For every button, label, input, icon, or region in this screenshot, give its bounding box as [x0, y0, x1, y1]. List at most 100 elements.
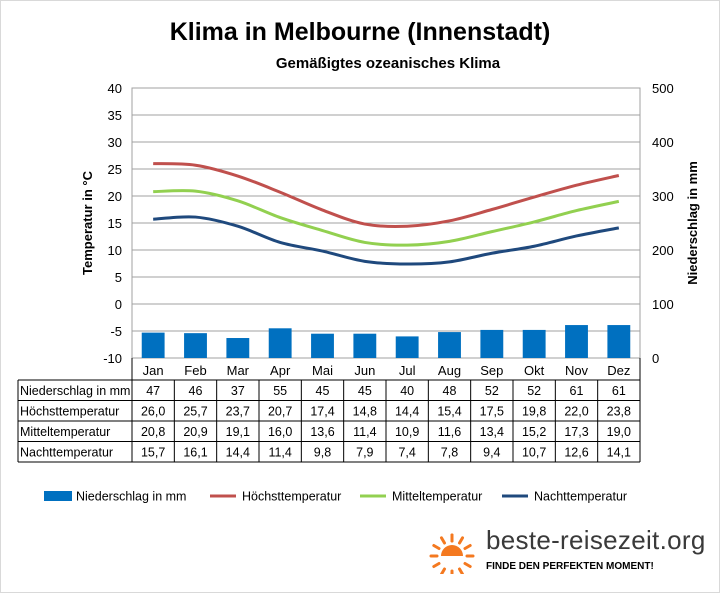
table-cell: 16,0: [268, 425, 292, 439]
bar-niederschlag: [353, 333, 377, 358]
table-cell: 17,3: [564, 425, 588, 439]
bar-niederschlag: [522, 329, 546, 358]
y-tick-label: 10: [108, 243, 122, 258]
table-cell: 11,6: [438, 425, 461, 439]
y2-tick-label: 100: [652, 297, 674, 312]
table-cell: 16,1: [183, 446, 207, 460]
table-cell: 9,8: [314, 446, 331, 460]
sun-ray: [458, 567, 464, 574]
x-tick-label: Jan: [143, 363, 164, 378]
x-tick-label: Okt: [524, 363, 545, 378]
table-cell: 17,5: [480, 405, 504, 419]
bar-niederschlag: [311, 333, 334, 358]
x-tick-label: Dez: [607, 363, 630, 378]
legend-entry: Mitteltemperatur: [392, 490, 482, 504]
y-tick-label: 30: [108, 135, 122, 150]
table-cell: 25,7: [183, 405, 207, 419]
x-tick-label: Jul: [399, 363, 416, 378]
x-tick-label: Nov: [565, 363, 589, 378]
bar-niederschlag: [395, 336, 419, 358]
legend-entry: Nachttemperatur: [534, 490, 627, 504]
bar-niederschlag: [141, 332, 165, 358]
sun-ray: [463, 544, 472, 550]
sun-ray: [458, 536, 464, 545]
table-cell: 7,4: [398, 446, 415, 460]
chart-title: Klima in Melbourne (Innenstadt): [169, 18, 551, 46]
y-tick-label: 15: [108, 216, 122, 231]
table-cell: 10,9: [395, 425, 419, 439]
table-cell: 13,6: [310, 425, 334, 439]
bar-niederschlag: [268, 328, 292, 358]
bar-niederschlag: [226, 338, 250, 358]
x-tick-label: Apr: [270, 363, 291, 378]
sun-ray: [432, 544, 441, 550]
table-cell: 17,4: [310, 405, 334, 419]
y2-axis-title: Niederschlag in mm: [685, 161, 700, 285]
table-cell: 15,2: [522, 425, 546, 439]
table-cell: 20,8: [141, 425, 165, 439]
table-cell: 11,4: [268, 446, 291, 460]
line-mitteltemperatur: [153, 189, 620, 247]
table-cell: 15,7: [141, 446, 165, 460]
table-cell: 55: [273, 384, 287, 398]
brand-logo: beste-reisezeit.org FINDE DEN PERFEKTEN …: [428, 522, 713, 582]
legend-entry: Niederschlag in mm: [76, 490, 186, 504]
x-tick-label: Jun: [354, 363, 375, 378]
table-cell: 37: [231, 384, 245, 398]
x-tick-label: Feb: [184, 363, 206, 378]
y2-tick-label: 400: [652, 135, 674, 150]
table-cell: 52: [527, 384, 541, 398]
table-row-header: Nachttemperatur: [20, 446, 113, 460]
table-cell: 40: [400, 384, 414, 398]
sun-ray: [440, 567, 446, 574]
table-cell: 14,4: [226, 446, 250, 460]
bar-niederschlag: [480, 329, 504, 358]
legend-entry: Höchsttemperatur: [242, 490, 341, 504]
table-cell: 14,8: [353, 405, 377, 419]
bar-niederschlag: [565, 325, 588, 358]
y-tick-label: 5: [115, 270, 122, 285]
table-cell: 20,9: [183, 425, 207, 439]
table-row-header: Niederschlag in mm: [20, 384, 130, 398]
y-tick-label: 20: [108, 189, 122, 204]
line-nachttemperatur: [153, 215, 620, 266]
y-tick-label: 35: [108, 108, 122, 123]
brand-name: beste-reisezeit.org: [486, 525, 706, 555]
sun-ray: [432, 562, 441, 568]
x-tick-label: Sep: [480, 363, 503, 378]
table-cell: 61: [570, 384, 584, 398]
y-tick-label: 25: [108, 162, 122, 177]
table-cell: 23,7: [226, 405, 250, 419]
y2-tick-label: 300: [652, 189, 674, 204]
y2-tick-label: 500: [652, 81, 674, 96]
legend-swatch: [44, 491, 72, 501]
table-cell: 14,4: [395, 405, 419, 419]
table-cell: 26,0: [141, 405, 165, 419]
x-tick-label: Mai: [312, 363, 333, 378]
bar-niederschlag: [184, 333, 207, 358]
table-cell: 19,1: [226, 425, 250, 439]
sun-ray: [440, 536, 446, 545]
table-cell: 19,0: [607, 425, 631, 439]
y-axis-title: Temperatur in °C: [80, 170, 95, 275]
table-cell: 47: [146, 384, 160, 398]
table-cell: 45: [358, 384, 372, 398]
brand-slogan: FINDE DEN PERFEKTEN MOMENT!: [486, 561, 654, 572]
table-cell: 13,4: [480, 425, 504, 439]
bar-niederschlag: [438, 332, 461, 358]
line-hoechsttemperatur: [153, 162, 620, 229]
bar-niederschlag: [607, 325, 631, 358]
table-cell: 10,7: [522, 446, 546, 460]
table-cell: 15,4: [437, 405, 461, 419]
table-cell: 14,1: [607, 446, 631, 460]
x-tick-label: Aug: [438, 363, 461, 378]
sun-ray: [463, 562, 472, 568]
y-tick-label: 0: [115, 297, 122, 312]
table-cell: 46: [189, 384, 203, 398]
table-cell: 61: [612, 384, 626, 398]
table-cell: 12,6: [564, 446, 588, 460]
sun-icon: [429, 533, 475, 574]
table-cell: 52: [485, 384, 499, 398]
y-tick-label: -5: [110, 324, 122, 339]
